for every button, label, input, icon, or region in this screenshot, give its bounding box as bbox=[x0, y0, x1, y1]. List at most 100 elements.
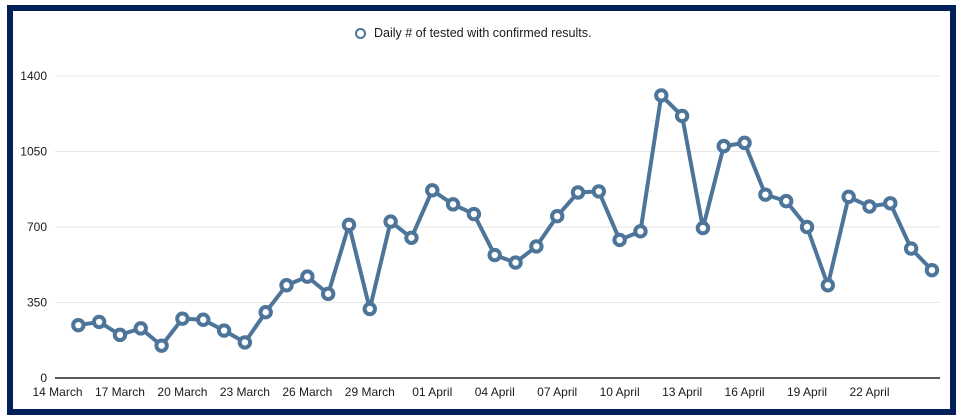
data-point[interactable] bbox=[133, 321, 148, 336]
data-point[interactable] bbox=[71, 317, 86, 333]
data-point-center bbox=[366, 305, 373, 313]
data-point-center bbox=[387, 218, 394, 225]
data-point-center bbox=[179, 315, 186, 322]
data-point-center bbox=[907, 245, 915, 252]
data-point-center bbox=[574, 189, 582, 196]
data-point[interactable] bbox=[737, 135, 752, 151]
data-point-center bbox=[283, 282, 290, 289]
data-point-center bbox=[137, 325, 144, 332]
data-point-center bbox=[741, 139, 748, 147]
x-tick-label: 04 April bbox=[475, 385, 515, 399]
data-point[interactable] bbox=[633, 224, 648, 239]
x-tick-label: 29 March bbox=[345, 385, 395, 399]
data-point[interactable] bbox=[820, 278, 836, 293]
data-point-center bbox=[887, 200, 894, 207]
data-point[interactable] bbox=[154, 338, 169, 353]
data-point-center bbox=[512, 259, 519, 266]
data-point[interactable] bbox=[383, 214, 398, 229]
data-point[interactable] bbox=[196, 312, 211, 327]
data-point-center bbox=[866, 203, 873, 210]
data-point[interactable] bbox=[341, 217, 357, 233]
data-point[interactable] bbox=[570, 185, 586, 200]
data-point-center bbox=[345, 221, 353, 229]
data-point[interactable] bbox=[758, 187, 773, 202]
data-point-center bbox=[595, 188, 603, 195]
data-point[interactable] bbox=[300, 269, 315, 284]
data-point[interactable] bbox=[779, 193, 794, 209]
y-tick-label: 350 bbox=[27, 296, 47, 310]
data-point[interactable] bbox=[362, 301, 377, 317]
data-point[interactable] bbox=[862, 199, 877, 214]
data-point[interactable] bbox=[445, 197, 461, 212]
data-point-center bbox=[116, 331, 124, 339]
y-tick-label: 1050 bbox=[20, 145, 47, 159]
data-point-center bbox=[720, 142, 727, 150]
data-point[interactable] bbox=[716, 138, 731, 154]
data-point[interactable] bbox=[654, 88, 669, 103]
x-tick-label: 07 April bbox=[537, 385, 577, 399]
y-tick-label: 0 bbox=[40, 371, 47, 385]
y-tick-label: 700 bbox=[27, 220, 47, 234]
x-tick-label: 17 March bbox=[95, 385, 145, 399]
data-point[interactable] bbox=[591, 184, 607, 199]
x-tick-label: 14 March bbox=[32, 385, 82, 399]
data-point-center bbox=[553, 213, 561, 220]
data-point-center bbox=[637, 228, 644, 235]
data-point-center bbox=[491, 251, 498, 259]
data-point-center bbox=[241, 339, 249, 346]
x-tick-label: 20 March bbox=[157, 385, 207, 399]
x-tick-label: 13 April bbox=[662, 385, 702, 399]
data-point-center bbox=[762, 191, 769, 198]
x-tick-label: 10 April bbox=[600, 385, 640, 399]
data-point-center bbox=[678, 112, 686, 120]
data-point[interactable] bbox=[841, 189, 856, 204]
x-tick-label: 22 April bbox=[849, 385, 889, 399]
x-tick-label: 23 March bbox=[220, 385, 270, 399]
data-point-center bbox=[928, 266, 936, 274]
data-point[interactable] bbox=[425, 183, 440, 198]
data-point-center bbox=[824, 282, 832, 289]
data-point[interactable] bbox=[883, 196, 898, 211]
data-point[interactable] bbox=[320, 286, 336, 302]
data-point[interactable] bbox=[216, 323, 232, 338]
data-point-center bbox=[158, 342, 165, 349]
data-point[interactable] bbox=[695, 220, 711, 236]
data-point[interactable] bbox=[404, 230, 419, 245]
data-point[interactable] bbox=[924, 262, 940, 278]
data-point-center bbox=[449, 201, 457, 208]
data-point[interactable] bbox=[549, 209, 565, 224]
data-point-center bbox=[845, 193, 852, 200]
data-point[interactable] bbox=[674, 108, 690, 124]
data-point[interactable] bbox=[258, 305, 273, 320]
data-point-center bbox=[658, 92, 665, 99]
data-point[interactable] bbox=[799, 219, 815, 235]
data-point-center bbox=[304, 273, 311, 280]
data-point-center bbox=[699, 224, 707, 232]
data-point-center bbox=[408, 234, 415, 241]
legend-marker-icon bbox=[355, 27, 366, 39]
data-point[interactable] bbox=[487, 247, 502, 263]
data-point-center bbox=[616, 236, 623, 244]
data-point-center bbox=[470, 210, 478, 218]
data-point[interactable] bbox=[903, 241, 919, 256]
data-point[interactable] bbox=[466, 206, 482, 222]
x-tick-label: 16 April bbox=[725, 385, 765, 399]
legend[interactable]: Daily # of tested with confirmed results… bbox=[355, 26, 591, 40]
data-point[interactable] bbox=[237, 335, 253, 350]
data-point[interactable] bbox=[175, 311, 190, 326]
data-point[interactable] bbox=[279, 278, 294, 293]
legend-label: Daily # of tested with confirmed results… bbox=[374, 26, 592, 40]
data-point[interactable] bbox=[612, 232, 627, 248]
data-point-center bbox=[533, 243, 540, 250]
data-point-center bbox=[262, 309, 269, 316]
data-point-center bbox=[200, 316, 207, 323]
data-point[interactable] bbox=[529, 239, 544, 254]
x-tick-label: 01 April bbox=[412, 385, 452, 399]
data-point[interactable] bbox=[508, 255, 523, 270]
data-point[interactable] bbox=[91, 314, 107, 330]
data-point-center bbox=[803, 223, 811, 231]
data-point[interactable] bbox=[112, 327, 128, 343]
data-point-center bbox=[324, 290, 332, 298]
